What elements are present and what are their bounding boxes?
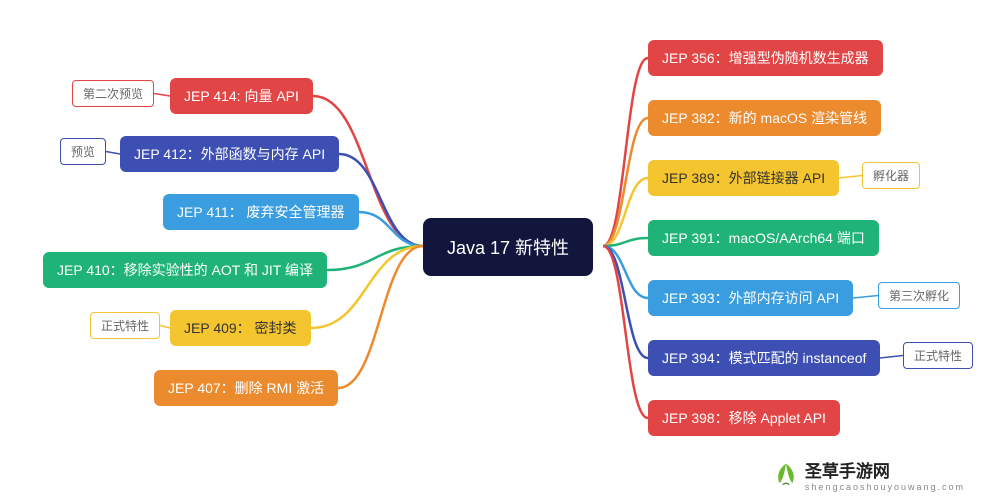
node-jep394: JEP 394：模式匹配的 instanceof bbox=[648, 340, 880, 376]
node-jep407: JEP 407：删除 RMI 激活 bbox=[154, 370, 338, 406]
tag-jep394: 正式特性 bbox=[903, 342, 973, 369]
tag-jep409: 正式特性 bbox=[90, 312, 160, 339]
logo-main: 圣草手游网 bbox=[805, 462, 890, 481]
node-jep356: JEP 356：增强型伪随机数生成器 bbox=[648, 40, 883, 76]
tag-jep412: 预览 bbox=[60, 138, 106, 165]
node-jep398: JEP 398：移除 Applet API bbox=[648, 400, 840, 436]
node-jep409: JEP 409： 密封类 bbox=[170, 310, 311, 346]
node-jep411: JEP 411： 废弃安全管理器 bbox=[163, 194, 359, 230]
node-jep412: JEP 412：外部函数与内存 API bbox=[120, 136, 339, 172]
logo-sub: shengcaoshouyouwang.com bbox=[805, 482, 965, 492]
node-jep414: JEP 414: 向量 API bbox=[170, 78, 313, 114]
tag-jep393: 第三次孵化 bbox=[878, 282, 960, 309]
tag-jep414: 第二次预览 bbox=[72, 80, 154, 107]
node-jep410: JEP 410：移除实验性的 AOT 和 JIT 编译 bbox=[43, 252, 327, 288]
node-jep382: JEP 382：新的 macOS 渲染管线 bbox=[648, 100, 881, 136]
node-jep389: JEP 389：外部链接器 API bbox=[648, 160, 839, 196]
tag-jep389: 孵化器 bbox=[862, 162, 920, 189]
center-node: Java 17 新特性 bbox=[423, 218, 593, 276]
leaf-icon bbox=[773, 462, 799, 488]
node-jep391: JEP 391：macOS/AArch64 端口 bbox=[648, 220, 879, 256]
node-jep393: JEP 393：外部内存访问 API bbox=[648, 280, 853, 316]
mindmap-canvas: Java 17 新特性 JEP 414: 向量 API 第二次预览 JEP 412：外… bbox=[0, 0, 983, 500]
site-logo: 圣草手游网 shengcaoshouyouwang.com bbox=[773, 457, 965, 492]
